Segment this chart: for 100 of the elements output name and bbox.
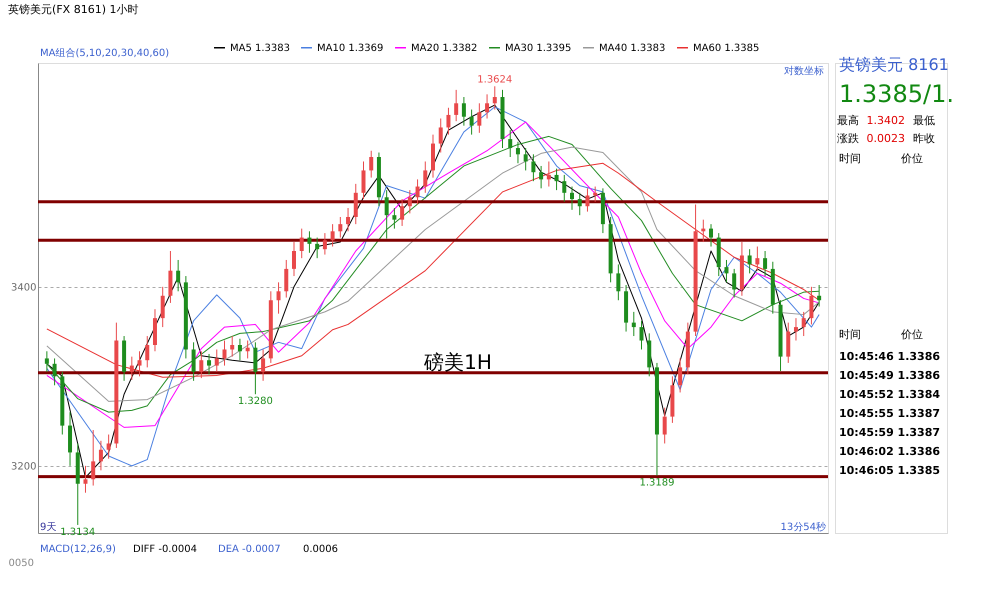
candlestick: [91, 430, 96, 486]
text: MA组合(5,10,20,30,40,60): [40, 47, 170, 59]
candlestick: [106, 434, 111, 460]
text: 1.3385/1.: [839, 80, 954, 108]
y-tick-label: 3200: [11, 461, 36, 472]
text: 10:46:05 1.3385: [839, 464, 940, 477]
candlestick: [763, 250, 768, 277]
candlestick: [222, 340, 226, 366]
candlestick: [662, 407, 667, 444]
candlestick: [300, 228, 304, 259]
candlestick: [292, 242, 296, 277]
text: 时间: [839, 328, 861, 341]
candlestick: [400, 198, 404, 226]
candlestick: [701, 219, 706, 243]
text: MACD(12,26,9): [40, 544, 116, 555]
candlestick: [485, 94, 490, 120]
candlestick: [632, 311, 636, 337]
candlestick: [593, 186, 598, 202]
text: 时间: [839, 152, 861, 165]
chart-title: 英镑美元(FX 8161) 1小时: [8, 3, 138, 16]
text: 0.0006: [303, 544, 338, 555]
annotation: 对数坐标: [784, 65, 824, 77]
candlestick: [554, 168, 559, 191]
text: 10:45:55 1.3387: [839, 407, 940, 420]
candlestick: [83, 465, 88, 494]
candlestick: [130, 356, 134, 380]
candlestick: [192, 342, 196, 382]
text: 涨跌: [837, 132, 859, 145]
candlestick: [199, 350, 204, 379]
candlestick: [438, 118, 443, 154]
candlestick: [369, 150, 374, 178]
text: DEA -0.0007: [218, 544, 281, 555]
candlestick: [214, 348, 219, 372]
candlestick: [338, 216, 342, 238]
candlestick: [160, 286, 165, 328]
annotation: 9天: [40, 522, 56, 533]
annotation: 1.3624: [477, 74, 512, 86]
candlestick: [408, 190, 412, 214]
candlestick: [678, 358, 682, 393]
candlestick: [802, 311, 806, 337]
candlestick: [616, 264, 620, 301]
candlestick: [276, 282, 281, 314]
candlestick: [361, 160, 366, 200]
candlestick: [261, 348, 266, 382]
candlestick: [284, 259, 288, 298]
candlestick: [748, 248, 752, 274]
annotation: 磅美1H: [423, 350, 492, 374]
text: 价位: [900, 152, 923, 165]
candlestick: [794, 318, 798, 342]
candlestick: [346, 208, 350, 232]
candlestick: [562, 174, 566, 202]
candlestick: [462, 96, 466, 126]
candlestick: [416, 178, 420, 205]
text: 10:46:02 1.3386: [839, 445, 940, 458]
candlestick: [98, 440, 103, 471]
candlestick: [640, 320, 644, 350]
candlestick: [207, 353, 212, 376]
candlestick: [392, 208, 396, 230]
candlestick: [138, 350, 142, 377]
candlestick: [230, 336, 234, 358]
text: 最低: [913, 114, 935, 127]
legend-label: MA60 1.3385: [693, 42, 760, 54]
candlestick: [384, 190, 389, 239]
text: 0.0023: [866, 132, 905, 145]
text: 价位: [900, 328, 923, 341]
legend-label: MA10 1.3369: [317, 42, 384, 54]
text: 英镑美元 8161: [839, 55, 949, 74]
legend-label: MA30 1.3395: [505, 42, 572, 54]
text: 10:45:59 1.3387: [839, 426, 940, 439]
text: 昨收: [913, 132, 935, 145]
candlestick: [446, 107, 450, 136]
legend-label: MA20 1.3382: [411, 42, 478, 54]
candlestick: [145, 336, 150, 368]
annotation: 1.3280: [238, 396, 273, 408]
candlestick: [315, 237, 320, 259]
candlestick: [307, 230, 312, 254]
text: 10:45:52 1.3384: [839, 388, 940, 401]
candlestick: [585, 188, 590, 212]
text: 10:45:49 1.3386: [839, 369, 940, 382]
text: 1.3402: [866, 114, 905, 127]
candlestick: [709, 224, 714, 248]
candlestick: [570, 186, 574, 210]
candlestick: [470, 109, 474, 136]
line-series: [46, 162, 820, 378]
candlestick: [492, 86, 497, 110]
candlestick: [423, 160, 428, 194]
candlestick: [724, 259, 728, 283]
text: DIFF -0.0004: [133, 544, 197, 555]
candlestick: [524, 148, 528, 171]
candlestick: [52, 358, 57, 386]
candlestick: [322, 232, 327, 256]
candlestick: [732, 268, 736, 298]
annotation: 13分54秒: [780, 521, 826, 533]
annotation: 1.3189: [639, 478, 674, 489]
candlestick: [477, 102, 482, 134]
candlestick: [330, 224, 335, 248]
candlestick: [578, 192, 582, 216]
annotation: 1.3134: [60, 526, 96, 538]
candlestick: [246, 340, 250, 359]
candlestick: [176, 259, 180, 292]
